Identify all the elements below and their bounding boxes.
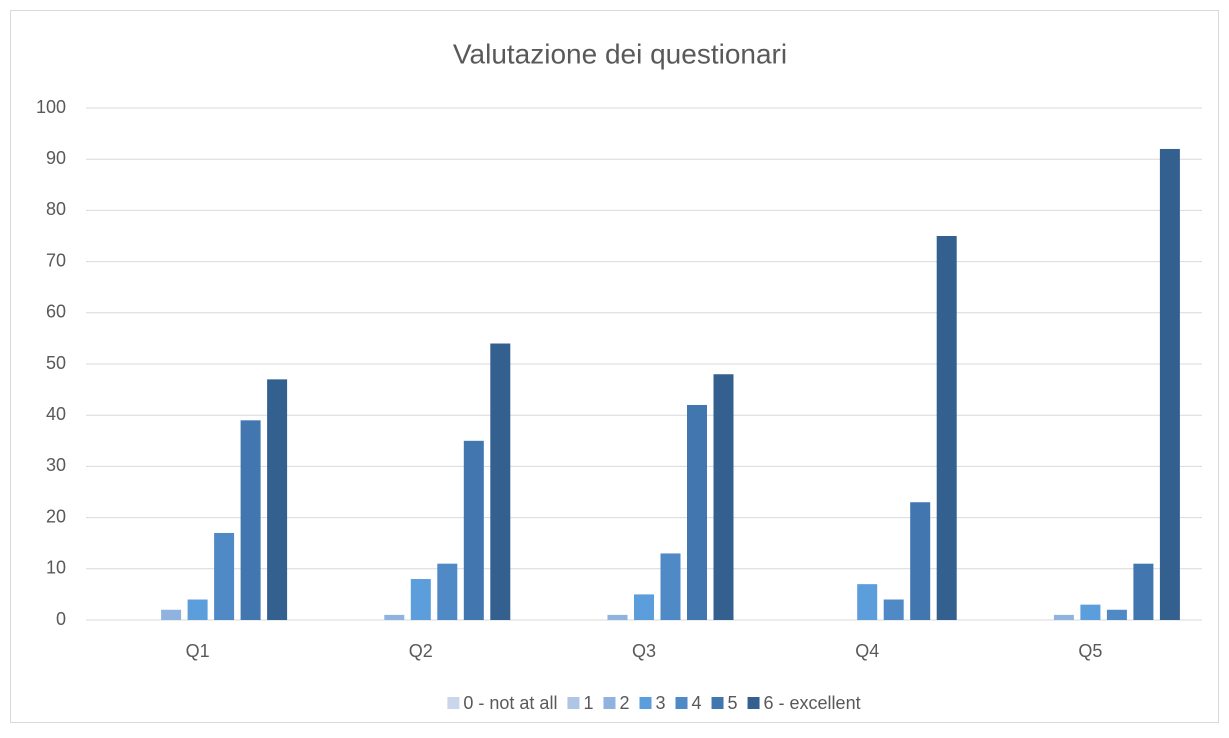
legend-label: 2	[619, 693, 629, 713]
y-tick-label: 30	[46, 455, 66, 475]
bar	[187, 599, 208, 620]
y-tick-label: 50	[46, 353, 66, 373]
x-tick-label: Q2	[409, 641, 433, 661]
bar	[634, 594, 654, 620]
y-tick-label: 0	[56, 609, 66, 629]
legend-swatch	[567, 697, 580, 709]
bar	[384, 614, 405, 620]
legend-label: 4	[692, 693, 702, 713]
bar	[267, 379, 288, 620]
y-tick-label: 100	[36, 97, 66, 117]
legend-swatch	[447, 697, 460, 709]
bar	[910, 502, 931, 620]
bar	[463, 440, 484, 620]
y-tick-label: 10	[46, 558, 66, 578]
bar	[857, 584, 878, 620]
bar	[1106, 609, 1127, 620]
chart-title: Valutazione dei questionari	[453, 38, 787, 69]
bar	[490, 343, 511, 620]
legend-label: 3	[655, 693, 665, 713]
bar	[437, 563, 458, 620]
legend-label: 6 - excellent	[764, 693, 861, 713]
y-tick-label: 20	[46, 506, 66, 526]
legend-swatch	[711, 697, 724, 709]
bar	[1133, 563, 1154, 620]
x-tick-label: Q4	[855, 641, 879, 661]
y-tick-label: 70	[46, 250, 66, 270]
bar	[1053, 614, 1074, 620]
legend-swatch	[639, 697, 652, 709]
bar	[607, 614, 628, 620]
y-tick-label: 60	[46, 302, 66, 322]
x-tick-label: Q5	[1078, 641, 1102, 661]
bar	[660, 553, 681, 620]
legend-label: 5	[728, 693, 738, 713]
bar	[687, 404, 707, 620]
y-tick-label: 80	[46, 199, 66, 219]
bar	[214, 532, 235, 620]
chart-frame	[10, 10, 1219, 723]
legend-label: 0 - not at all	[463, 693, 557, 713]
bar	[410, 579, 431, 620]
bar	[883, 599, 904, 620]
legend-swatch	[603, 697, 616, 709]
bar	[1080, 604, 1101, 620]
legend-swatch	[747, 697, 760, 709]
y-tick-label: 90	[46, 148, 66, 168]
legend-swatch	[675, 697, 688, 709]
legend-label: 1	[583, 693, 593, 713]
x-tick-label: Q3	[632, 641, 656, 661]
bar	[936, 236, 957, 620]
bar	[240, 420, 261, 620]
y-tick-label: 40	[46, 404, 66, 424]
bar	[161, 609, 182, 620]
bar	[713, 374, 734, 620]
x-tick-label: Q1	[186, 641, 210, 661]
bar	[1159, 148, 1180, 620]
